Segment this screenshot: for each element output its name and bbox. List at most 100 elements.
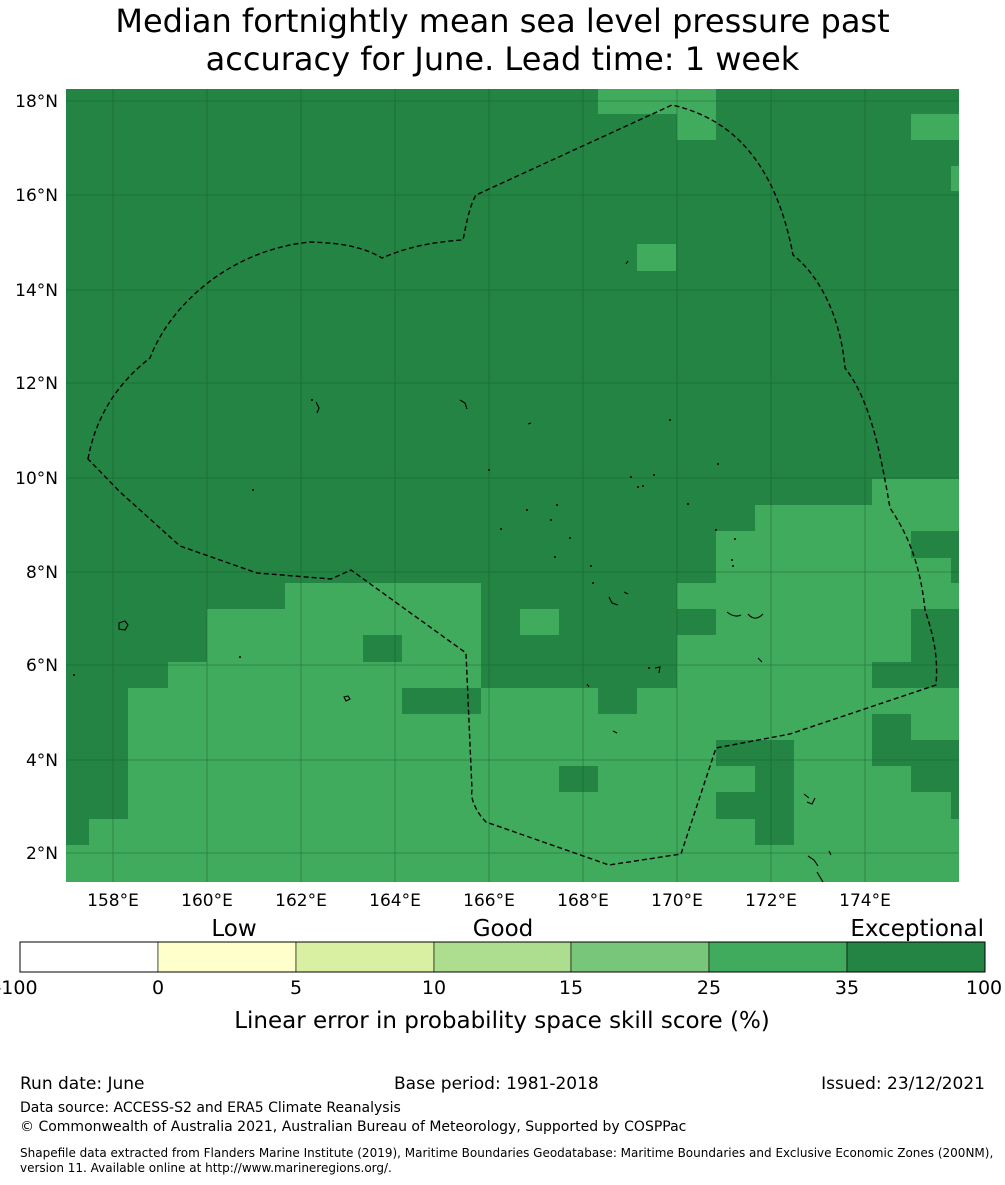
- copyright: © Commonwealth of Australia 2021, Austra…: [20, 1119, 687, 1135]
- island: [726, 611, 764, 619]
- skill-cell: [677, 583, 959, 609]
- skill-cell: [911, 114, 959, 140]
- atoll: [569, 537, 571, 539]
- atoll: [669, 419, 671, 421]
- skill-cell: [637, 244, 676, 271]
- lat-tick-label: 16°N: [15, 186, 58, 206]
- skill-cell: [872, 714, 911, 766]
- colorbar-category-exceptional: Exceptional: [850, 916, 984, 942]
- lon-tick-label: 166°E: [463, 891, 515, 911]
- colorbar-tick-label: 10: [422, 977, 446, 999]
- atoll: [715, 529, 717, 531]
- skill-cell: [755, 505, 959, 531]
- island: [343, 695, 351, 702]
- skill-cell: [716, 609, 911, 635]
- skill-cell: [66, 819, 89, 845]
- title-line-2: accuracy for June. Lead time: 1 week: [205, 40, 800, 78]
- atoll: [642, 485, 644, 487]
- skill-cell: [128, 714, 959, 819]
- colorbar-swatch: [846, 941, 986, 973]
- atoll: [488, 469, 490, 471]
- colorbar-swatch: [708, 941, 848, 973]
- data-source: Data source: ACCESS-S2 and ERA5 Climate …: [20, 1100, 401, 1116]
- atoll: [648, 667, 650, 669]
- lat-tick-label: 18°N: [15, 92, 58, 112]
- colorbar-swatch: [19, 941, 159, 973]
- atoll: [550, 519, 552, 521]
- skill-cell: [872, 479, 959, 505]
- skill-cell: [911, 740, 959, 792]
- skill-cell: [677, 635, 911, 662]
- colorbar-swatch: [157, 941, 297, 973]
- atoll: [732, 565, 734, 567]
- atoll: [734, 538, 736, 540]
- lon-tick-label: 162°E: [275, 891, 327, 911]
- island: [527, 260, 629, 734]
- shapefile-credit: Shapefile data extracted from Flanders M…: [20, 1146, 994, 1175]
- atoll: [592, 582, 594, 584]
- island: [315, 399, 468, 414]
- lat-tick-label: 12°N: [15, 374, 58, 394]
- skill-cell: [89, 819, 959, 882]
- skill-cell: [716, 740, 794, 766]
- skill-cell: [951, 166, 959, 191]
- atoll: [526, 509, 528, 511]
- skill-cell: [716, 792, 755, 819]
- colorbar-tick-label: 15: [559, 977, 583, 999]
- lat-tick-label: 14°N: [15, 281, 58, 301]
- lon-tick-label: 158°E: [87, 891, 139, 911]
- atoll: [653, 474, 655, 476]
- colorbar-tick-label: 35: [835, 977, 859, 999]
- skill-cell: [716, 558, 951, 583]
- lon-tick-label: 160°E: [181, 891, 233, 911]
- issued-date: Issued: 23/12/2021: [821, 1074, 985, 1094]
- colorbar-swatch: [295, 941, 435, 973]
- lat-tick-label: 6°N: [26, 656, 58, 676]
- atoll: [731, 559, 733, 561]
- lon-tick-label: 172°E: [745, 891, 797, 911]
- skill-cells-exceptional: [66, 531, 959, 845]
- island: [654, 657, 763, 674]
- skill-cell: [951, 792, 959, 819]
- lon-tick-label: 168°E: [557, 891, 609, 911]
- islands: [118, 260, 832, 883]
- lat-tick-label: 8°N: [26, 563, 58, 583]
- lat-tick-label: 4°N: [26, 751, 58, 771]
- atoll: [252, 489, 254, 491]
- skill-cells-good: [66, 89, 959, 882]
- skill-cell: [128, 688, 959, 714]
- skill-cell: [363, 635, 402, 662]
- base-period: Base period: 1981-2018: [394, 1074, 599, 1094]
- skill-cell: [66, 688, 128, 819]
- lat-tick-label: 10°N: [15, 469, 58, 489]
- skill-cell: [755, 766, 794, 845]
- run-date: Run date: June: [20, 1074, 145, 1094]
- skill-cell: [716, 531, 911, 558]
- skill-cell: [677, 662, 872, 688]
- island: [803, 793, 816, 805]
- colorbar-swatch: [570, 941, 710, 973]
- atoll: [717, 463, 719, 465]
- colorbar-tick-label: -100: [0, 977, 38, 999]
- atoll: [500, 528, 502, 530]
- skill-cell: [911, 531, 959, 558]
- lon-axis: 158°E 160°E 162°E 164°E 166°E 168°E 170°…: [87, 891, 891, 911]
- lat-axis: 18°N 16°N 14°N 12°N 10°N 8°N 6°N 4°N 2°N: [15, 92, 58, 864]
- atoll-dots: [73, 399, 736, 676]
- colorbar-category-good: Good: [473, 916, 534, 942]
- colorbar-frame: [19, 941, 986, 973]
- colorbar-tick-label: 25: [697, 977, 721, 999]
- skill-cell: [598, 688, 637, 714]
- skill-cell: [520, 609, 559, 635]
- atoll: [239, 656, 241, 658]
- skill-cell: [598, 89, 716, 114]
- colorbar-ticks: -100 0 5 10 15 25 35 100: [0, 977, 1002, 999]
- lat-tick-label: 2°N: [26, 844, 58, 864]
- skill-cell: [951, 558, 959, 583]
- map-panel: [66, 89, 959, 883]
- lon-tick-label: 174°E: [839, 891, 891, 911]
- atoll: [554, 556, 556, 558]
- atoll: [556, 504, 558, 506]
- title-line-1: Median fortnightly mean sea level pressu…: [115, 2, 890, 40]
